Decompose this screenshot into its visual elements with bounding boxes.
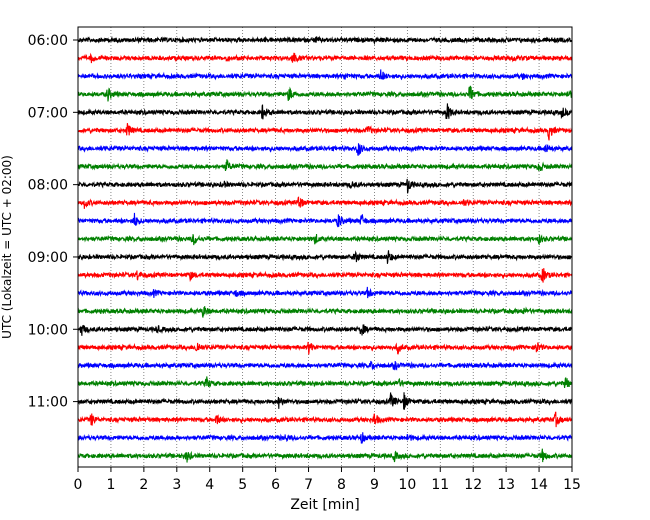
y-axis-ticks: 06:00 07:00 08:00 09:00 10:00 11:00 <box>28 33 78 411</box>
seismogram-trace <box>77 103 573 120</box>
seismogram-trace <box>77 159 573 172</box>
seismogram-trace <box>77 69 573 81</box>
x-tick-label: 7 <box>304 477 313 493</box>
x-tick-label: 2 <box>139 477 148 493</box>
x-tick-label: 6 <box>271 477 280 493</box>
seismogram-trace <box>77 250 573 264</box>
y-tick-label: 08:00 <box>28 178 68 194</box>
seismogram-trace <box>77 268 573 283</box>
seismogram-trace <box>77 234 573 246</box>
x-axis-ticks: 0 1 2 3 4 5 6 7 8 9 10 11 12 13 14 15 <box>74 467 581 493</box>
x-tick-label: 13 <box>497 477 515 493</box>
y-tick-label: 10:00 <box>28 322 68 338</box>
seismogram-trace <box>77 123 573 141</box>
x-tick-label: 10 <box>398 477 416 493</box>
seismogram-trace <box>77 448 573 463</box>
seismogram-trace <box>77 286 573 299</box>
x-tick-label: 12 <box>464 477 482 493</box>
seismogram-trace <box>77 35 573 46</box>
x-tick-label: 8 <box>337 477 346 493</box>
x-tick-label: 5 <box>238 477 247 493</box>
seismogram-trace <box>77 143 573 156</box>
y-tick-label: 11:00 <box>28 395 68 411</box>
x-tick-label: 14 <box>530 477 548 493</box>
y-tick-label: 07:00 <box>28 105 68 121</box>
plot-frame <box>77 26 573 468</box>
seismogram-trace <box>77 178 573 194</box>
seismogram-trace <box>77 212 573 228</box>
seismogram-trace <box>77 376 573 389</box>
x-tick-label: 9 <box>370 477 379 493</box>
x-tick-label: 0 <box>74 477 83 493</box>
x-axis-title: Zeit [min] <box>290 497 359 513</box>
y-axis-title: UTC (Lokalzeit = UTC + 02:00) <box>0 155 14 339</box>
seismogram-trace <box>77 392 573 410</box>
seismogram-traces <box>77 35 573 463</box>
x-tick-label: 3 <box>172 477 181 493</box>
seismogram-trace <box>77 411 573 428</box>
seismogram-trace <box>77 360 573 371</box>
seismogram-trace <box>77 341 573 355</box>
seismogram-trace <box>77 324 573 336</box>
x-tick-label: 1 <box>106 477 115 493</box>
seismogram-trace <box>77 432 573 444</box>
seismogram-trace <box>77 85 573 102</box>
seismogram-trace <box>77 52 573 64</box>
x-tick-label: 4 <box>205 477 214 493</box>
seismogram-trace <box>77 196 573 209</box>
y-tick-label: 09:00 <box>28 250 68 266</box>
grid-lines <box>110 27 540 467</box>
seismogram-trace <box>77 306 573 318</box>
y-tick-label: 06:00 <box>28 33 68 49</box>
x-tick-label: 11 <box>431 477 449 493</box>
x-tick-label: 15 <box>563 477 581 493</box>
